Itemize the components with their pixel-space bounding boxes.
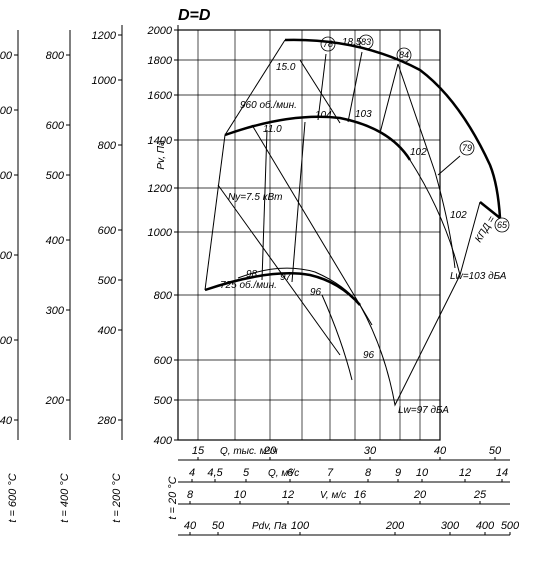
kpd-value: 84 xyxy=(399,50,409,60)
x-tick-label: 8 xyxy=(187,489,194,501)
power-label: 15.0 xyxy=(276,62,296,73)
x-tick-label: 40 xyxy=(184,520,197,532)
x-axis-label: Q, м³/с xyxy=(268,468,299,479)
envelope xyxy=(410,160,480,275)
x-tick-label: 4 xyxy=(189,467,195,479)
y-axis-label: t = 20 °C xyxy=(167,476,179,519)
y-axis-label: t = 200 °C xyxy=(111,473,123,522)
y-tick-label: 280 xyxy=(97,415,117,427)
x-tick-label: 500 xyxy=(501,520,520,532)
inner-label: 96 xyxy=(310,287,322,298)
y-tick-label: 600 xyxy=(0,50,13,62)
x-tick-label: 16 xyxy=(354,489,367,501)
lw-label: Lw=103 дБА xyxy=(450,271,507,282)
y-tick-label: 500 xyxy=(0,105,13,117)
y-tick-label: 1000 xyxy=(148,227,173,239)
plot-frame xyxy=(178,30,440,440)
x-tick-label: 12 xyxy=(282,489,294,501)
y-tick-label: 400 xyxy=(98,325,117,337)
chart-title: D=D xyxy=(178,7,211,24)
y-tick-label: 200 xyxy=(0,335,13,347)
x-tick-label: 5 xyxy=(243,467,250,479)
x-tick-label: 9 xyxy=(395,467,401,479)
x-tick-label: 8 xyxy=(365,467,372,479)
y-tick-label: 300 xyxy=(0,250,13,262)
y-tick-label: 140 xyxy=(0,415,13,427)
y-tick-label: 2000 xyxy=(147,25,173,37)
y-tick-label: 1600 xyxy=(148,90,173,102)
y-tick-label: 1800 xyxy=(148,55,173,67)
y-unit: Pv, Па xyxy=(156,140,167,170)
inner-label: 98 xyxy=(246,269,258,280)
rpm-label: 960 об./мин. xyxy=(240,99,297,111)
y-tick-label: 200 xyxy=(45,395,65,407)
chart-svg: D=D 600 500 400 300 200 140 t = 600 °C 800 600 500… xyxy=(0,0,544,563)
envelope xyxy=(285,40,500,218)
y-tick-label: 600 xyxy=(154,355,173,367)
kpd-value: 83 xyxy=(361,37,371,47)
inner-curve xyxy=(322,295,352,380)
x-tick-label: 300 xyxy=(441,520,460,532)
rpm-label: 725 об./мин. xyxy=(220,279,277,291)
y-tick-label: 500 xyxy=(98,275,117,287)
x-tick-label: 12 xyxy=(459,467,471,479)
envelope xyxy=(205,135,225,290)
y-tick-label: 800 xyxy=(154,290,173,302)
power-label: 103 xyxy=(355,109,372,120)
power-label: 18.5 xyxy=(342,37,362,48)
power-label: 102 xyxy=(450,210,467,221)
x-tick-label: 20 xyxy=(413,489,427,501)
y-tick-label: 1200 xyxy=(92,30,117,42)
y-tick-label: 600 xyxy=(46,120,65,132)
y-tick-label: 400 xyxy=(154,435,173,447)
x-tick-label: 7 xyxy=(327,467,334,479)
power-label: 104 xyxy=(315,110,332,121)
power-label: 102 xyxy=(410,147,427,158)
inner-label: 96 xyxy=(363,350,375,361)
x-tick-label: 15 xyxy=(192,445,205,457)
y-axis-label: t = 600 °C xyxy=(7,473,19,522)
kpd-line xyxy=(380,64,455,268)
y-axis-label: t = 400 °C xyxy=(59,473,71,522)
x-tick-label: 40 xyxy=(434,445,447,457)
y-tick-label: 800 xyxy=(98,140,117,152)
x-axis-label: Q, тыс. м³/ч xyxy=(220,446,278,457)
x-tick-label: 25 xyxy=(473,489,487,501)
x-tick-label: 30 xyxy=(364,445,377,457)
y-tick-label: 500 xyxy=(154,395,173,407)
kpd-value: 65 xyxy=(497,220,508,230)
kpd-value: 79 xyxy=(462,143,472,153)
inner-curve xyxy=(292,122,305,282)
x-axis-label: V, м/с xyxy=(320,490,346,501)
power-label: 11.0 xyxy=(263,124,282,135)
x-tick-label: 4,5 xyxy=(207,467,223,479)
x-tick-label: 50 xyxy=(212,520,225,532)
x-tick-label: 50 xyxy=(489,445,502,457)
y-tick-label: 400 xyxy=(0,170,13,182)
kpd-edge: КПД = xyxy=(473,214,498,244)
y-tick-label: 1200 xyxy=(148,183,173,195)
envelope xyxy=(360,275,460,405)
x-tick-label: 14 xyxy=(496,467,508,479)
fan-chart: D=D 600 500 400 300 200 140 t = 600 °C 800 600 500… xyxy=(0,0,544,563)
kpd-line xyxy=(438,156,460,175)
y-tick-label: 800 xyxy=(46,50,65,62)
power-label: Nу=7.5 кВт xyxy=(228,192,282,203)
x-axis-label: Pdv, Па xyxy=(252,521,287,532)
x-tick-label: 400 xyxy=(476,520,495,532)
y-tick-label: 600 xyxy=(98,225,117,237)
x-tick-label: 10 xyxy=(234,489,247,501)
y-tick-label: 300 xyxy=(46,305,65,317)
x-tick-label: 10 xyxy=(416,467,429,479)
inner-label: 97 xyxy=(280,272,292,283)
x-tick-label: 100 xyxy=(291,520,310,532)
y-tick-label: 400 xyxy=(46,235,65,247)
power-line xyxy=(218,185,340,355)
y-tick-label: 500 xyxy=(46,170,65,182)
kpd-value: 78 xyxy=(323,39,333,49)
y-tick-label: 1000 xyxy=(92,75,117,87)
inner-curve xyxy=(262,130,267,280)
lw-label: Lw=97 дБА xyxy=(398,405,449,416)
x-tick-label: 200 xyxy=(385,520,405,532)
